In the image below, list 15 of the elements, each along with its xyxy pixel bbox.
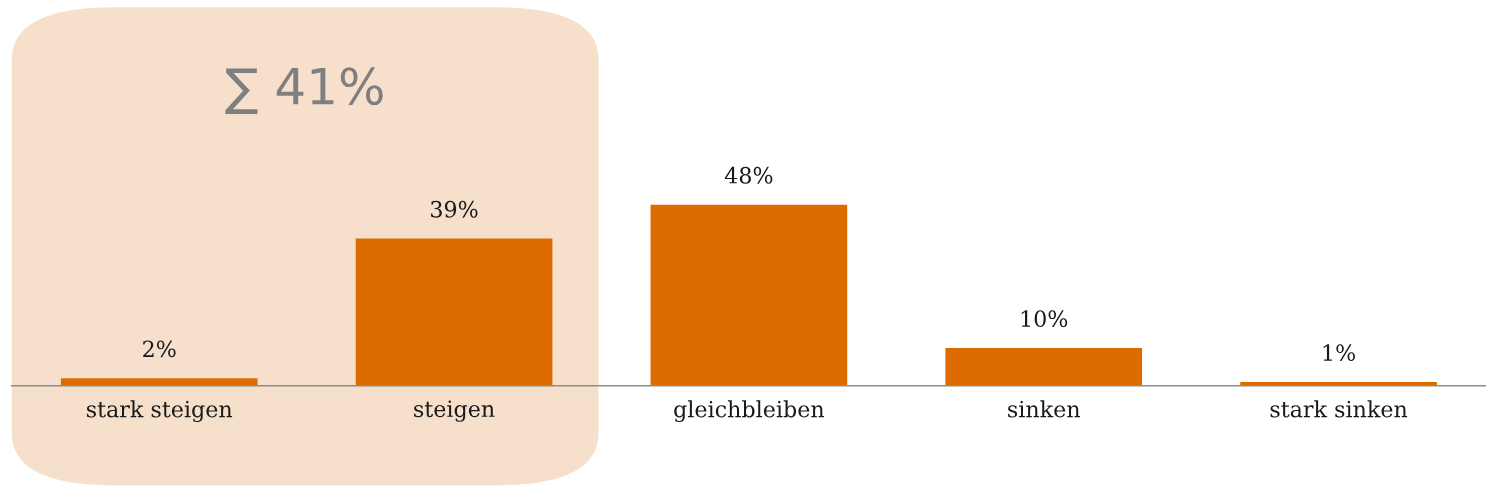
x-tick-label: sinken	[1008, 400, 1080, 418]
bar	[60, 378, 258, 386]
bar	[945, 348, 1143, 386]
data-label: 10%	[1021, 310, 1068, 328]
data-label: 2%	[143, 340, 176, 358]
band-label: ∑ 41%	[225, 67, 383, 114]
data-label: 39%	[431, 200, 478, 218]
x-tick-label: gleichbleiben	[674, 400, 825, 423]
data-label: 48%	[724, 166, 773, 184]
bar	[355, 238, 553, 386]
data-label: 1%	[1323, 344, 1355, 362]
x-tick-label: stark steigen	[86, 400, 233, 423]
bar	[650, 204, 848, 386]
x-tick-label: stark sinken	[1270, 400, 1408, 418]
x-tick-label: steigen	[414, 400, 495, 422]
